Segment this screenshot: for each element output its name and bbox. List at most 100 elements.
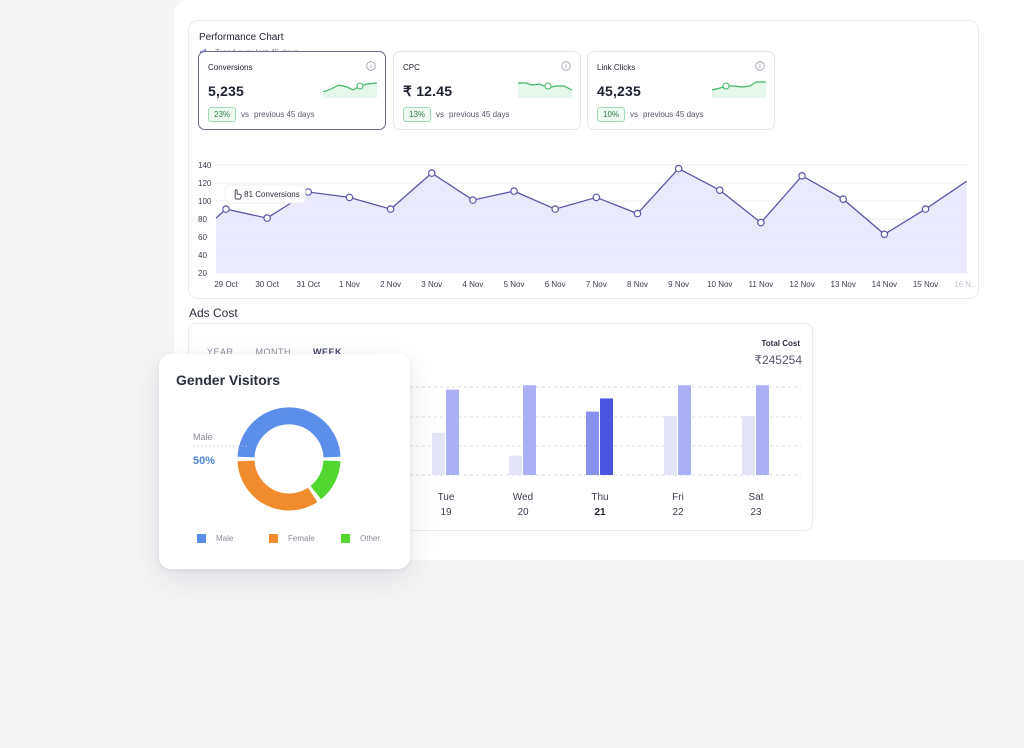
y-tick-label: 120	[198, 179, 212, 188]
metric-comparison: 13% vs previous 45 days	[403, 107, 510, 122]
data-point	[510, 187, 518, 195]
metric-card-link-clicks[interactable]: Link Clicks 45,235 10% vs previous 45 da…	[587, 51, 775, 130]
y-tick-label: 60	[198, 233, 207, 242]
bar-primary	[446, 389, 459, 475]
x-tick-label: 12 Nov	[789, 280, 814, 289]
tooltip-box	[224, 184, 306, 204]
bar-primary	[678, 385, 691, 475]
conversions-line-chart[interactable]: 140 120 100 80 60 40 20 29 Oct 30 Oct 31 Oct 1 Nov…	[196, 156, 976, 296]
vs-text: vs	[630, 110, 639, 119]
performance-title: Performance Chart	[199, 32, 284, 43]
sparkline	[712, 81, 766, 98]
date-label: 19	[440, 507, 452, 518]
metric-value: 45,235	[597, 83, 642, 99]
hover-label: Male	[193, 432, 213, 442]
bar-secondary	[664, 416, 677, 475]
bar-primary	[600, 398, 613, 475]
data-point	[222, 205, 230, 213]
tab-week[interactable]: WEEK	[313, 347, 343, 357]
legend-item-male[interactable]: Male	[197, 534, 269, 543]
data-point	[427, 169, 436, 177]
x-tick-label: 11 Nov	[749, 280, 774, 289]
x-tick-label: 2 Nov	[380, 280, 401, 289]
vs-text: vs	[436, 110, 445, 119]
date-label: 20	[517, 507, 529, 518]
data-point	[674, 164, 683, 173]
legend-label: Female	[288, 534, 315, 543]
data-point	[592, 193, 601, 202]
donut-slice-female	[237, 460, 318, 511]
x-tick-label: 3 Nov	[421, 280, 442, 289]
data-point	[345, 193, 354, 202]
bar-primary	[523, 385, 536, 475]
sparkline	[323, 82, 377, 98]
metric-card-conversions[interactable]: Conversions 5,235 23% vs previous 45 day…	[198, 51, 386, 130]
data-point	[633, 209, 642, 218]
gender-legend: Male Female Other	[197, 534, 413, 543]
metric-comparison: 10% vs previous 45 days	[597, 107, 704, 122]
pointer-hand-icon	[234, 189, 242, 200]
ads-cost-bar-chart: Tue 19 Wed 20 Thu 21 Fri 22 Sat 23	[404, 385, 801, 518]
metric-value: ₹ 12.45	[403, 83, 453, 99]
day-label: Tue	[438, 492, 455, 503]
vs-text: vs	[241, 110, 250, 119]
x-tick-label: 8 Nov	[627, 280, 648, 289]
metric-label: Link Clicks	[597, 63, 636, 72]
sparkline	[518, 82, 572, 98]
y-tick-label: 140	[198, 161, 212, 170]
gender-visitors-card: Gender Visitors Male 50% Male Female Oth…	[159, 354, 410, 569]
tooltip-text: 81 Conversions	[244, 190, 300, 199]
x-tick-label: 5 Nov	[504, 280, 525, 289]
tab-year[interactable]: YEAR	[207, 347, 234, 357]
tab-month[interactable]: MONTH	[255, 347, 292, 357]
day-label: Wed	[513, 492, 533, 503]
data-point	[386, 205, 395, 213]
ads-cost-title: Ads Cost	[189, 306, 238, 320]
data-point	[798, 171, 806, 180]
donut-slice-other	[310, 460, 341, 500]
x-tick-label: 16 N…	[954, 280, 976, 289]
x-tick-label: 10 Nov	[707, 280, 732, 289]
data-point	[551, 205, 559, 213]
hand-shape	[234, 189, 242, 200]
legend-item-female[interactable]: Female	[269, 534, 341, 543]
x-tick-label: 14 Nov	[872, 280, 897, 289]
legend-swatch	[197, 534, 206, 543]
x-tick-label: 29 Oct	[214, 280, 238, 289]
x-tick-label: 9 Nov	[668, 280, 689, 289]
info-icon[interactable]	[561, 61, 571, 71]
bar-secondary	[432, 432, 445, 475]
area-fill	[216, 168, 967, 273]
metric-card-cpc[interactable]: CPC ₹ 12.45 13% vs previous 45 days	[393, 51, 581, 130]
period-text: previous 45 days	[449, 110, 510, 119]
legend-label: Other	[360, 534, 381, 543]
info-icon[interactable]	[366, 61, 376, 71]
chart-tooltip: 81 Conversions	[224, 184, 306, 204]
y-tick-label: 40	[198, 251, 207, 260]
info-icon[interactable]	[755, 61, 765, 71]
period-text: previous 45 days	[254, 110, 315, 119]
bar-primary	[756, 385, 769, 475]
y-tick-label: 20	[198, 269, 207, 278]
x-tick-label: 13 Nov	[831, 280, 856, 289]
donut-slice-male	[237, 407, 341, 458]
bar-secondary	[742, 416, 755, 475]
date-label: 22	[672, 507, 684, 518]
data-point	[757, 218, 765, 227]
day-label: Sat	[748, 492, 763, 503]
gender-donut-chart[interactable]	[159, 354, 410, 569]
metric-comparison: 23% vs previous 45 days	[208, 107, 315, 122]
total-cost-label: Total Cost	[761, 339, 800, 348]
data-point	[304, 188, 313, 196]
y-tick-label: 100	[198, 197, 212, 206]
hover-value: 50%	[193, 455, 216, 467]
data-point	[469, 196, 477, 204]
change-badge: 13%	[403, 107, 432, 122]
x-tick-label: 31 Oct	[297, 280, 321, 289]
x-tick-label: 30 Oct	[255, 280, 279, 289]
bar-secondary	[586, 411, 599, 475]
data-point	[715, 186, 724, 195]
data-point	[921, 205, 930, 213]
legend-item-other[interactable]: Other	[341, 534, 413, 543]
legend-swatch	[341, 534, 350, 543]
